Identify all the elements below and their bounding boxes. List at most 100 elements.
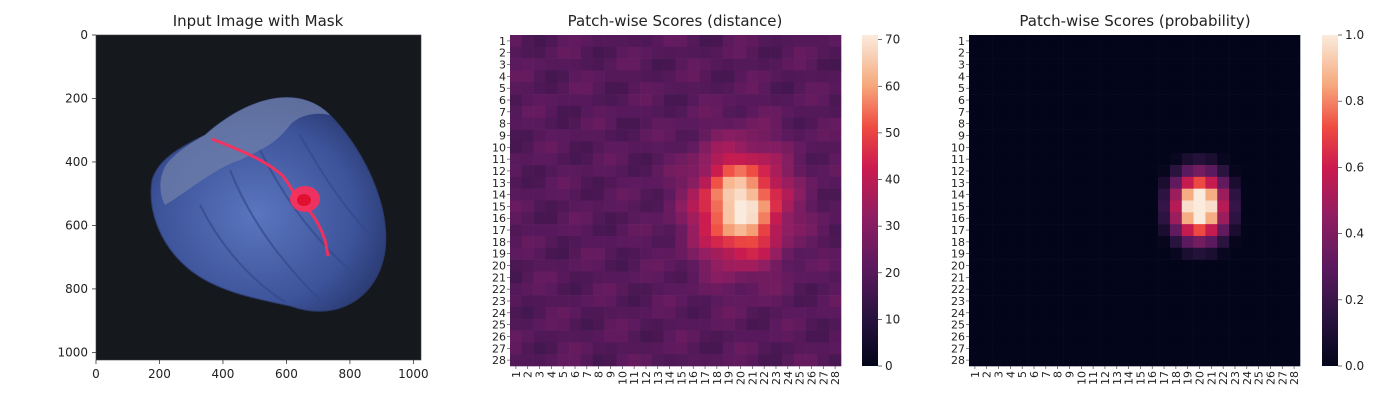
heatmap-cell [829,295,842,308]
heatmap-cell [793,105,806,119]
heatmap-cell [1288,176,1301,189]
heatmap-cell [1205,82,1218,95]
y-tick-label: 19 [951,248,965,261]
heatmap-cell [521,153,534,166]
heatmap-cell [1087,224,1100,237]
heatmap-cell [1087,235,1100,249]
heatmap-cell [545,295,558,308]
heatmap-cell [793,306,806,320]
heatmap-cell [1122,200,1135,213]
x-tick-label: 27 [817,371,830,385]
heatmap-cell [1004,129,1017,142]
heatmap-cell [1028,117,1041,130]
heatmap-cell [829,306,842,320]
heatmap-cell [758,283,771,296]
heatmap-cell [580,165,594,178]
heatmap-cell [569,306,582,320]
heatmap-cell [758,224,771,237]
heatmap-cell [746,295,759,308]
heatmap-cell [1158,82,1171,95]
heatmap-cell [1110,82,1123,95]
heatmap-cell [805,35,818,48]
x-tick-label: 17 [699,371,712,385]
heatmap-cell [758,165,771,178]
heatmap-cell [1039,129,1053,142]
heatmap-cell [1099,46,1112,59]
heatmap-cell [604,354,617,367]
heatmap-cell [651,188,664,201]
heatmap-cell [710,306,724,320]
heatmap-cell [758,306,771,320]
heatmap-cell [1134,141,1147,154]
heatmap-cell [1158,117,1171,130]
x-tick-label: 4 [1004,371,1017,378]
heatmap-cell [817,235,830,249]
heatmap-cell [651,82,664,95]
heatmap-cell [1240,306,1254,320]
y-tick-label: 24 [492,307,506,320]
heatmap-cell [699,200,712,213]
heatmap-cell [1004,318,1017,331]
heatmap-cell [805,330,818,343]
heatmap-cell [722,200,735,213]
colorbar-tick-label: 0.0 [1345,359,1364,373]
heatmap-cell [1146,46,1159,59]
heatmap-cell [628,342,641,355]
heatmap-cell [1110,176,1123,189]
heatmap-cell [1075,212,1088,225]
heatmap-cell [510,318,523,331]
heatmap-cell [1205,188,1218,201]
heatmap-cell [1205,259,1218,272]
heatmap-cell [1134,46,1147,59]
heatmap-cell [592,330,605,343]
heatmap-cell [980,153,993,166]
heatmap-cell [604,306,617,320]
heatmap-cell [604,117,617,130]
heatmap-cell [1264,82,1277,95]
heatmap-cell [533,165,546,178]
heatmap-cell [1146,354,1159,367]
heatmap-cell [1193,153,1206,166]
heatmap-cell [1240,259,1254,272]
nut-stripe [229,169,321,301]
heatmap-cell [1063,105,1076,119]
heatmap-cell [533,295,546,308]
heatmap-cell [545,153,558,166]
heatmap-cell [592,35,605,48]
heatmap-cell [1158,35,1171,48]
heatmap-cell [980,200,993,213]
heatmap-cell [1229,235,1242,249]
heatmap-cell [992,212,1005,225]
heatmap-cell [734,306,747,320]
y-tick-label: 8 [499,118,506,131]
heatmap-cell [1087,141,1100,154]
heatmap-cell [1229,247,1242,260]
heatmap-cell [1051,141,1064,154]
y-tick-label: 16 [492,212,506,225]
heatmap-cell [1146,224,1159,237]
heatmap-cell [580,70,594,83]
x-tick-label: 23 [1229,371,1242,385]
heatmap-cell [1181,165,1194,178]
heatmap-cell [580,176,594,189]
heatmap-cell [687,235,700,249]
heatmap-cell [1240,70,1254,83]
heatmap-cell [1075,235,1088,249]
heatmap-cell [992,176,1005,189]
heatmap-cell [1276,295,1289,308]
heatmap-cell [980,165,993,178]
heatmap-cell [1193,295,1206,308]
heatmap-cell [969,224,982,237]
heatmap-cell [1158,46,1171,59]
heatmap-cell [510,271,523,284]
heatmap-cell [1122,342,1135,355]
y-tick-label: 15 [492,200,506,213]
heatmap-cell [1028,141,1041,154]
heatmap-cell [628,165,641,178]
heatmap-cell [1264,342,1277,355]
heatmap-cell [663,259,676,272]
x-tick-label: 5 [1016,371,1029,378]
heatmap-cell [817,35,830,48]
heatmap-cell [969,35,982,48]
heatmap-cell [992,117,1005,130]
